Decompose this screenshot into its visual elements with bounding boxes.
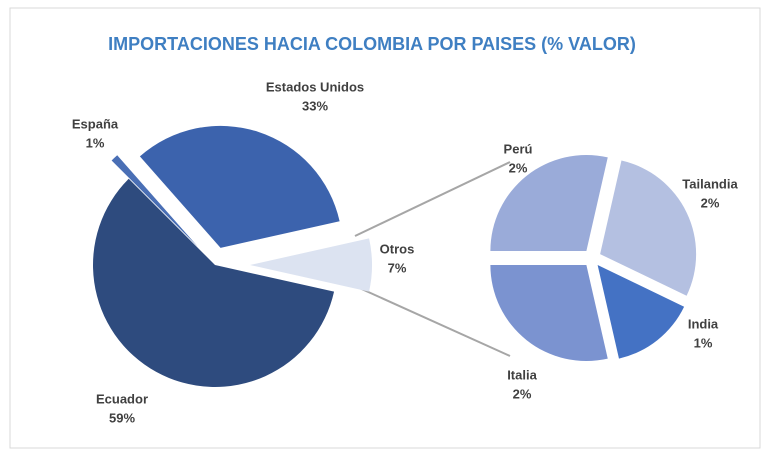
slice-value-label: 59% xyxy=(109,410,135,425)
slice-value-label: 1% xyxy=(86,135,105,150)
slice-label: Otros xyxy=(380,241,415,256)
slice-label: Tailandia xyxy=(682,176,738,191)
connector xyxy=(354,161,511,237)
slice-label: Italia xyxy=(507,367,537,382)
pie-slice xyxy=(490,154,608,251)
connector xyxy=(354,285,511,357)
pie-slice xyxy=(600,160,697,296)
slice-value-label: 7% xyxy=(388,260,407,275)
pie-slice xyxy=(250,238,372,292)
slice-value-label: 2% xyxy=(701,195,720,210)
slice-value-label: 33% xyxy=(302,98,328,113)
slice-label: Perú xyxy=(504,141,533,156)
pie-slice xyxy=(111,155,198,247)
slice-value-label: 2% xyxy=(513,386,532,401)
slice-label: India xyxy=(688,316,719,331)
slice-label: Ecuador xyxy=(96,391,148,406)
chart-title: IMPORTACIONES HACIA COLOMBIA POR PAISES … xyxy=(108,34,636,54)
pie-slice xyxy=(597,265,685,359)
slice-value-label: 1% xyxy=(694,335,713,350)
pie-slice xyxy=(490,265,608,362)
slice-label: Estados Unidos xyxy=(266,79,364,94)
pie-slice xyxy=(93,178,335,388)
pie-slice xyxy=(139,125,340,248)
slice-value-label: 2% xyxy=(509,160,528,175)
slice-label: España xyxy=(72,116,119,131)
